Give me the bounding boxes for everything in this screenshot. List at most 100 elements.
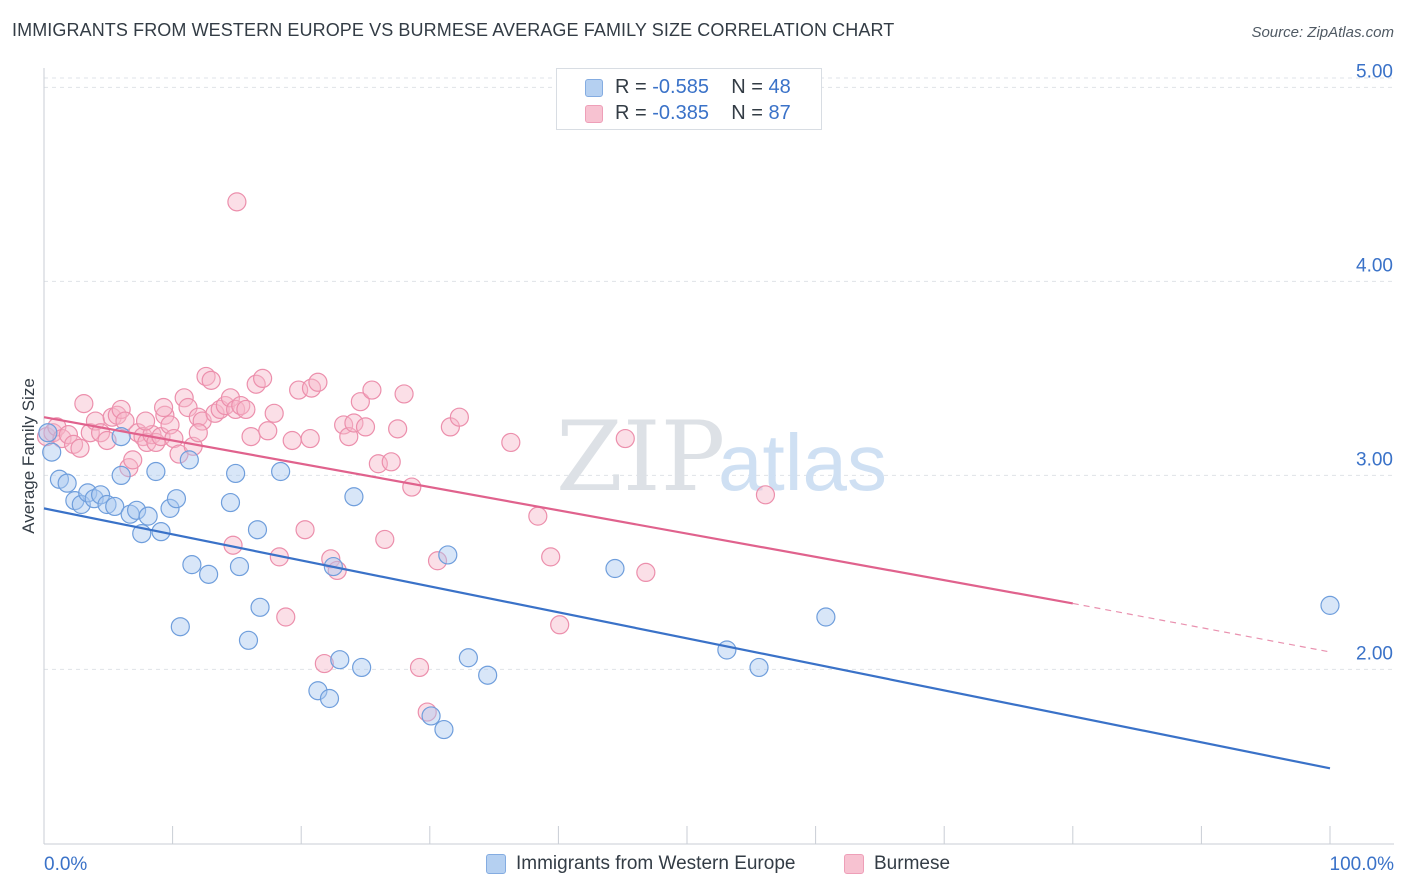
data-point [155, 405, 175, 425]
data-point [388, 419, 408, 439]
data-point [409, 657, 430, 678]
data-point [321, 549, 341, 569]
data-point [816, 607, 836, 627]
data-point [58, 425, 79, 445]
series-burmese-points [36, 192, 776, 722]
data-point [458, 648, 478, 668]
data-point [258, 421, 278, 441]
data-point [271, 461, 291, 482]
correlation-legend: R = -0.585 N = 48 R = -0.385 N = 87 [556, 68, 822, 130]
data-point [57, 473, 77, 493]
data-point [90, 485, 111, 505]
data-point [220, 388, 241, 408]
data-point [220, 492, 241, 513]
watermark: ZIP atlas [556, 401, 887, 513]
data-point [166, 489, 187, 509]
data-point [238, 630, 259, 650]
data-point [126, 500, 147, 520]
data-point [115, 411, 135, 431]
data-point [749, 657, 769, 678]
bottom-legend-label: Immigrants from Western Europe [516, 853, 796, 874]
data-point [427, 551, 448, 571]
data-point [550, 615, 570, 635]
data-point [247, 520, 268, 540]
legend-n-label: N = [731, 76, 763, 98]
trend-lines [43, 416, 1331, 770]
legend-n-label: N = [731, 102, 763, 124]
data-point [344, 487, 364, 507]
trend-line-burmese [43, 416, 1073, 605]
data-point [123, 450, 143, 470]
data-point [199, 564, 219, 584]
data-point [111, 465, 131, 485]
data-point [97, 494, 117, 515]
data-point [300, 428, 320, 449]
data-point [314, 653, 334, 674]
legend-r-label: R = [615, 76, 647, 98]
data-point [226, 463, 246, 484]
legend-r-label: R = [615, 102, 647, 124]
source-credit: Source: ZipAtlas.com [1251, 24, 1394, 41]
legend-r-value: -0.385 [652, 102, 709, 124]
data-point [42, 442, 62, 462]
data-point [111, 399, 131, 420]
data-point [528, 506, 548, 526]
data-point [174, 388, 194, 408]
data-point [253, 368, 273, 388]
data-point [330, 650, 350, 670]
data-point [421, 706, 441, 726]
data-point [434, 719, 454, 740]
data-point [188, 423, 208, 443]
bottom-legend-label: Burmese [874, 853, 951, 874]
data-point [38, 423, 58, 443]
data-point [402, 477, 422, 497]
legend-swatch-burmese [585, 105, 603, 123]
watermark-atlas: atlas [718, 418, 887, 507]
data-point [97, 430, 117, 451]
data-point [282, 430, 302, 451]
data-point [501, 432, 521, 453]
data-point [394, 384, 414, 404]
data-point [381, 452, 401, 472]
data-point [250, 597, 270, 617]
data-point [355, 417, 376, 437]
data-point [295, 520, 315, 540]
watermark-zip: ZIP [556, 401, 725, 513]
data-point [170, 617, 190, 637]
data-point [605, 558, 625, 579]
data-point [236, 399, 256, 420]
data-point [541, 547, 561, 567]
data-point [146, 461, 166, 482]
y-tick-labels: 2.00 3.00 4.00 5.00 [1356, 61, 1393, 664]
trend-line-burmese-extrapolated [1072, 602, 1331, 653]
trend-line-western-europe [43, 507, 1331, 770]
data-point [80, 423, 100, 443]
data-point [227, 192, 247, 212]
data-point [264, 403, 284, 423]
data-point [178, 397, 198, 418]
data-point [717, 640, 737, 660]
legend-n-value: 87 [768, 102, 791, 124]
legend-n-value: 48 [768, 76, 791, 98]
x-tick-labels: 0.0% 100.0% [44, 854, 1394, 875]
bottom-legend-swatch-burmese [844, 854, 864, 874]
data-point [344, 413, 364, 433]
data-point [138, 506, 158, 526]
data-point [105, 496, 125, 517]
data-point [350, 392, 370, 412]
data-point [135, 411, 156, 431]
axes [43, 68, 1394, 845]
data-point [160, 498, 180, 518]
data-point [201, 370, 221, 390]
data-point [478, 665, 498, 685]
data-point [319, 688, 340, 709]
y-tick-label: 4.00 [1356, 255, 1393, 276]
data-point [308, 681, 328, 701]
data-point [241, 427, 261, 447]
data-point [438, 545, 458, 565]
y-axis-label: Average Family Size [19, 378, 38, 534]
data-point [375, 529, 395, 550]
data-point [153, 397, 174, 418]
data-point [362, 380, 382, 400]
